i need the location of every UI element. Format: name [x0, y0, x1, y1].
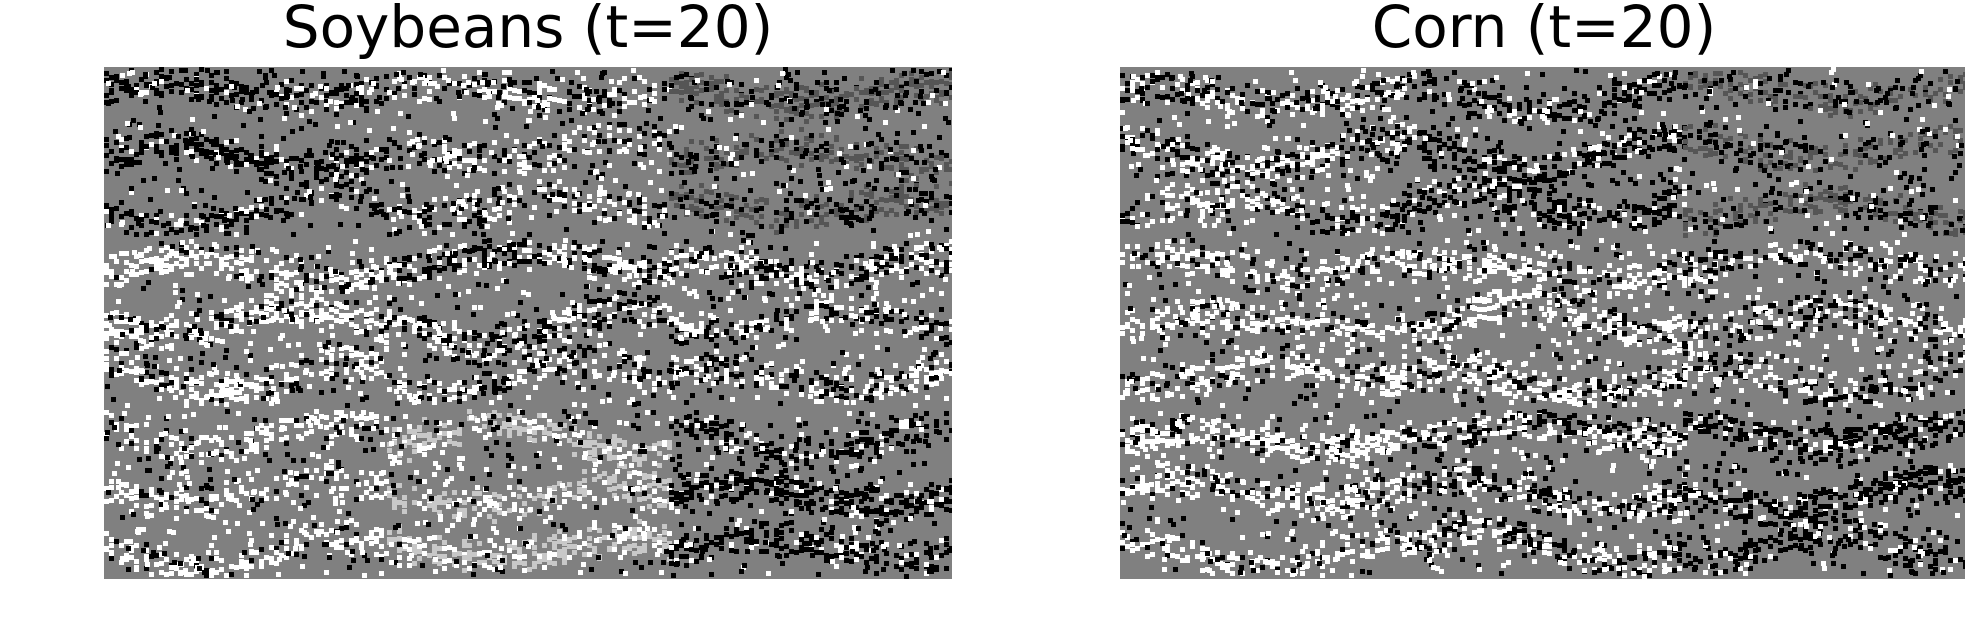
panel-title-soybeans: Soybeans (t=20)	[282, 0, 774, 61]
panel-title-corn: Corn (t=20)	[1371, 0, 1717, 61]
texture-image-corn	[1120, 67, 1965, 579]
texture-image-soybeans	[104, 67, 952, 579]
panel-soybeans: Soybeans (t=20)	[0, 0, 980, 644]
panel-corn: Corn (t=20)	[1000, 0, 1965, 644]
